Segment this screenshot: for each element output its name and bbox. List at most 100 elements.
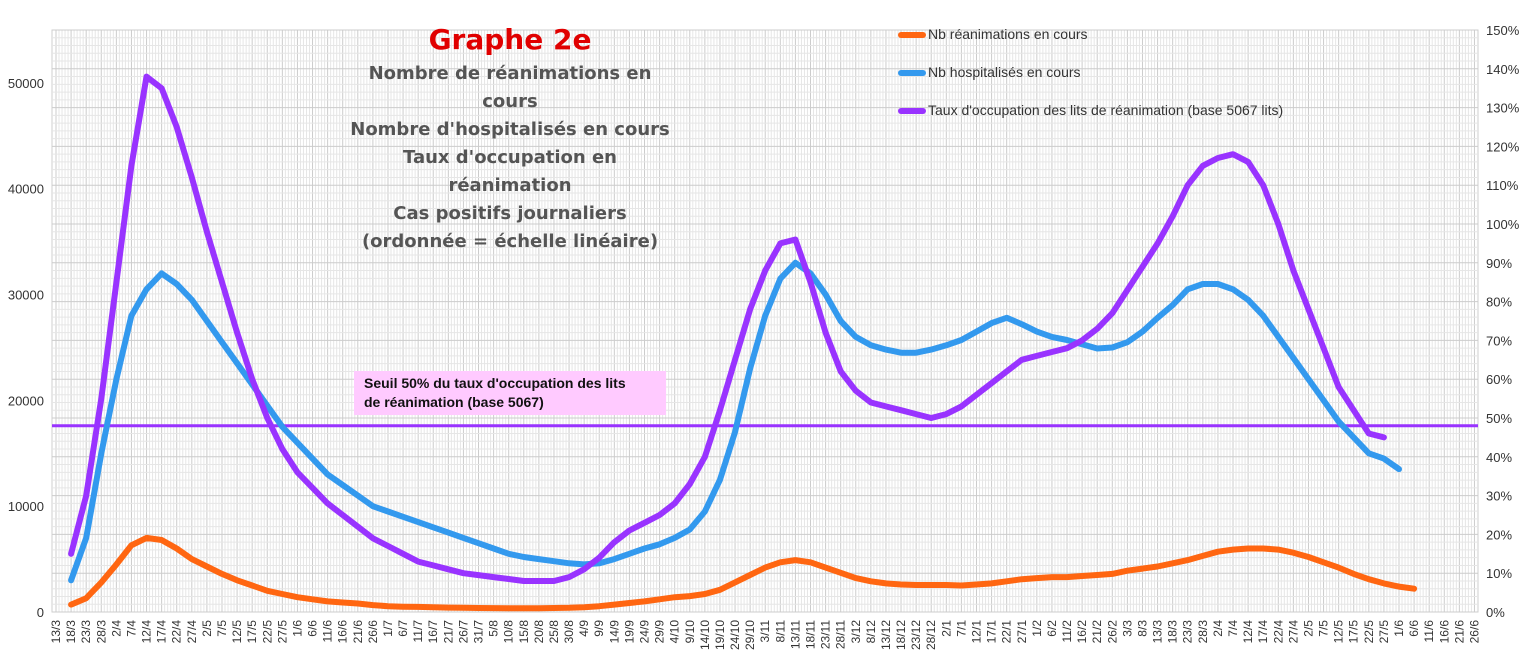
x-tick-label: 10/8	[502, 620, 516, 644]
x-tick-label: 18/3	[64, 620, 78, 644]
x-tick-label: 22/5	[260, 620, 274, 644]
x-tick-label: 27/1	[1015, 620, 1029, 644]
x-tick-label: 26/6	[366, 620, 380, 644]
legend-swatch-icon	[898, 70, 926, 76]
x-tick-label: 13/3	[49, 620, 63, 644]
y-left-tick-label: 30000	[8, 288, 44, 303]
x-tick-label: 26/2	[1105, 620, 1119, 644]
x-tick-label: 11/6	[1422, 620, 1436, 643]
x-tick-label: 2/1	[939, 620, 953, 637]
x-tick-label: 16/7	[426, 620, 440, 644]
x-tick-label: 19/10	[713, 620, 727, 650]
x-tick-label: 14/10	[698, 620, 712, 650]
series	[68, 73, 1418, 612]
x-tick-label: 23/12	[909, 620, 923, 650]
chart-subtitle-line: Cas positifs journaliers	[393, 203, 627, 224]
x-tick-label: 18/11	[803, 620, 817, 649]
x-tick-label: 28/3	[1196, 620, 1210, 644]
x-tick-label: 11/2	[1060, 620, 1074, 643]
x-tick-label: 6/7	[396, 620, 410, 637]
chart-title-block: Graphe 2e Nombre de réanimations en cour…	[340, 20, 680, 256]
x-tick-label: 16/6	[1437, 620, 1451, 644]
x-tick-label: 2/5	[200, 620, 214, 637]
x-tick-label: 6/6	[306, 620, 320, 637]
x-tick-label: 12/4	[140, 620, 154, 644]
y-right-tick-label: 100%	[1486, 217, 1520, 232]
x-tick-label: 13/3	[1151, 620, 1165, 644]
chart-subtitle-line: Nombre de réanimations en cours	[368, 63, 652, 112]
x-tick-label: 30/8	[562, 620, 576, 644]
y-left-tick-label: 40000	[8, 182, 44, 197]
y-right-tick-label: 80%	[1486, 295, 1512, 310]
x-tick-label: 2/4	[1211, 620, 1225, 637]
x-tick-label: 8/3	[1135, 620, 1149, 637]
grid	[51, 29, 1479, 613]
x-tick-label: 20/8	[532, 620, 546, 644]
x-tick-label: 17/5	[245, 620, 259, 644]
x-tick-label: 1/2	[1030, 620, 1044, 637]
y-left-tick-label: 50000	[8, 76, 44, 91]
x-tick-label: 23/3	[1181, 620, 1195, 644]
x-tick-label: 3/12	[849, 620, 863, 644]
x-tick-label: 19/9	[622, 620, 636, 644]
y-left-tick-label: 10000	[8, 499, 44, 514]
x-tick-label: 22/4	[1271, 620, 1285, 644]
x-tick-label: 8/11	[773, 620, 787, 643]
series-line-1	[68, 259, 1402, 584]
legend-label: Nb réanimations en cours	[928, 26, 1088, 42]
x-tick-label: 23/3	[79, 620, 93, 644]
x-tick-label: 18/12	[894, 620, 908, 650]
x-tick-label: 22/1	[1000, 620, 1014, 644]
y-right-tick-label: 70%	[1486, 333, 1512, 348]
x-tick-label: 29/9	[653, 620, 667, 644]
x-tick-label: 12/5	[1332, 620, 1346, 644]
x-tick-label: 6/2	[1045, 620, 1059, 637]
legend-swatch-icon	[898, 32, 926, 38]
x-tick-label: 17/4	[155, 620, 169, 644]
x-tick-label: 6/6	[1407, 620, 1421, 637]
x-tick-label: 7/5	[215, 620, 229, 637]
x-tick-label: 8/12	[864, 620, 878, 644]
threshold-annotation-line: Seuil 50% du taux d'occupation des lits	[364, 375, 626, 391]
legend-swatch-icon	[898, 108, 926, 114]
chart-title: Graphe 2e	[428, 23, 592, 56]
chart-subtitle-line: (ordonnée = échelle linéaire)	[361, 231, 659, 252]
right-axis: 0% 10% 20% 30% 40% 50% 60% 70% 80% 90% 100% 110% 120…	[1486, 23, 1520, 620]
x-tick-label: 22/5	[1362, 620, 1376, 644]
x-tick-label: 9/10	[683, 620, 697, 644]
x-tick-label: 11/6	[321, 620, 335, 643]
threshold-annotation-line: de réanimation (base 5067)	[364, 394, 544, 410]
x-tick-label: 12/5	[230, 620, 244, 644]
x-tick-label: 9/9	[592, 620, 606, 637]
y-right-tick-label: 110%	[1486, 178, 1519, 193]
x-tick-label: 17/4	[1256, 620, 1270, 644]
x-tick-label: 1/7	[381, 620, 395, 637]
legend-item-hospitalises: Nb hospitalisés en cours	[898, 63, 1283, 82]
y-left-tick-label: 20000	[8, 393, 44, 408]
legend-label: Taux d'occupation des lits de réanimatio…	[928, 102, 1284, 118]
x-tick-label: 12/4	[1241, 620, 1255, 644]
x-tick-label: 21/7	[441, 620, 455, 644]
x-tick-label: 27/4	[1286, 620, 1300, 644]
y-right-tick-label: 50%	[1486, 411, 1512, 426]
x-tick-label: 3/3	[1120, 620, 1134, 637]
x-tick-label: 1/6	[1392, 620, 1406, 637]
x-tick-label: 17/5	[1347, 620, 1361, 644]
x-tick-label: 7/4	[124, 620, 138, 637]
x-tick-label: 4/10	[668, 620, 682, 644]
x-tick-label: 17/1	[985, 620, 999, 644]
x-tick-label: 11/7	[411, 620, 425, 643]
x-tick-label: 16/6	[336, 620, 350, 644]
x-tick-label: 28/12	[924, 620, 938, 650]
x-tick-label: 7/1	[954, 620, 968, 637]
x-tick-label: 25/8	[547, 620, 561, 644]
x-tick-label: 23/11	[819, 620, 833, 649]
y-right-tick-label: 20%	[1486, 527, 1512, 542]
y-right-tick-label: 120%	[1486, 139, 1520, 154]
x-tick-label: 1/6	[290, 620, 304, 637]
x-tick-label: 15/8	[517, 620, 531, 644]
x-tick-label: 2/4	[109, 620, 123, 637]
y-right-tick-label: 140%	[1486, 62, 1520, 77]
x-tick-label: 27/5	[1377, 620, 1391, 644]
